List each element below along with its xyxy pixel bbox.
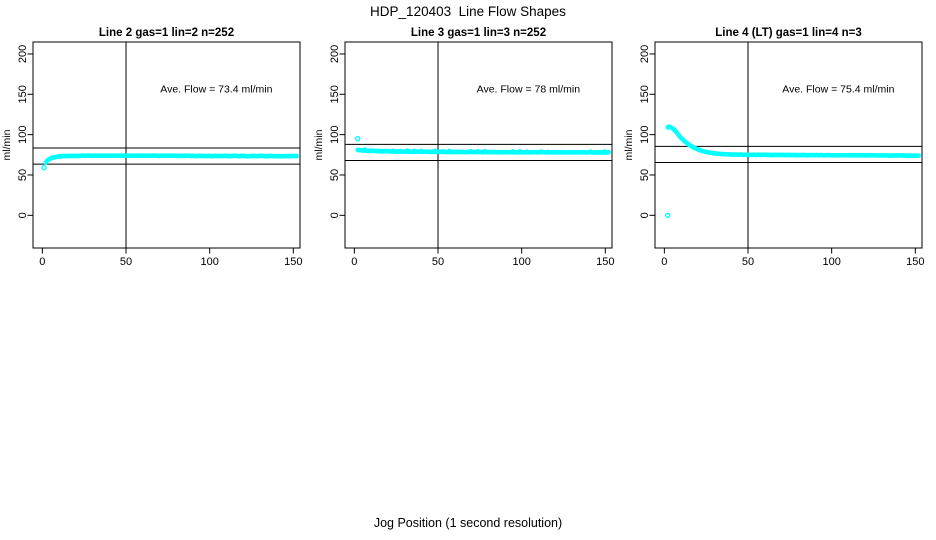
outlier-data-point xyxy=(41,164,47,171)
y-tick-label: 50 xyxy=(639,169,651,181)
y-tick-label: 150 xyxy=(17,85,29,103)
x-tick-label: 100 xyxy=(512,256,530,268)
plot-box xyxy=(32,41,301,249)
outlier-data-point xyxy=(354,135,361,142)
y-tick-label: 150 xyxy=(329,85,341,103)
y-tick-label: 100 xyxy=(17,125,29,143)
flow-panel-3: Line 4 (LT) gas=1 lin=4 n=3 0 50 100 150 0 50 1… xyxy=(622,20,932,280)
panel-title: Line 2 gas=1 lin=2 n=252 xyxy=(99,27,234,39)
flow-panel-1-plot: Line 2 gas=1 lin=2 n=252 0 50 100 150 0 50 100 1… xyxy=(1,27,302,268)
y-axis-label: ml/min xyxy=(313,129,325,160)
x-tick-label: 0 xyxy=(351,256,357,268)
ave-flow-annotation: Ave. Flow = 78 ml/min xyxy=(477,84,581,96)
flow-panel-2: Line 3 gas=1 lin=3 n=252 0 50 100 150 0 50 100 1… xyxy=(312,20,622,280)
data-point xyxy=(606,150,611,155)
x-tick-label: 50 xyxy=(742,256,754,268)
flow-panel-2-plot: Line 3 gas=1 lin=3 n=252 0 50 100 150 0 50 100 1… xyxy=(313,27,614,268)
y-tick-label: 200 xyxy=(17,45,29,63)
x-tick-label: 150 xyxy=(906,256,924,268)
x-axis-label: Jog Position (1 second resolution) xyxy=(373,516,563,530)
flow-panel-3-plot: Line 4 (LT) gas=1 lin=4 n=3 0 50 100 150 0 50 1… xyxy=(623,27,924,268)
y-tick-label: 0 xyxy=(639,212,651,218)
y-tick-label: 200 xyxy=(639,45,651,63)
x-tick-label: 50 xyxy=(120,256,132,268)
y-tick-label: 100 xyxy=(329,125,341,143)
x-tick-label: 100 xyxy=(822,256,840,268)
outlier-data-point xyxy=(664,212,671,219)
flow-panel-1: Line 2 gas=1 lin=2 n=252 0 50 100 150 0 50 100 1… xyxy=(0,20,310,280)
y-axis-label: ml/min xyxy=(623,129,635,160)
x-tick-label: 150 xyxy=(596,256,614,268)
panel-title: Line 3 gas=1 lin=3 n=252 xyxy=(411,27,546,39)
y-tick-label: 50 xyxy=(329,169,341,181)
plot-box xyxy=(654,41,923,249)
y-tick-label: 200 xyxy=(329,45,341,63)
y-tick-label: 50 xyxy=(17,169,29,181)
y-axis-label: ml/min xyxy=(1,129,13,160)
ave-flow-annotation: Ave. Flow = 73.4 ml/min xyxy=(160,84,272,96)
y-tick-label: 100 xyxy=(639,125,651,143)
x-tick-label: 150 xyxy=(284,256,302,268)
x-tick-label: 0 xyxy=(661,256,667,268)
y-tick-label: 0 xyxy=(17,212,29,218)
x-tick-label: 100 xyxy=(200,256,218,268)
chart-title: HDP_120403 Line Flow Shapes xyxy=(370,4,566,19)
y-tick-label: 150 xyxy=(639,85,651,103)
data-point xyxy=(294,153,299,159)
panel-title: Line 4 (LT) gas=1 lin=4 n=3 xyxy=(715,27,861,39)
ave-flow-annotation: Ave. Flow = 75.4 ml/min xyxy=(782,84,894,96)
plot-box xyxy=(344,41,613,249)
x-tick-label: 50 xyxy=(432,256,444,268)
x-tick-label: 0 xyxy=(39,256,45,268)
y-tick-label: 0 xyxy=(329,212,341,218)
data-point xyxy=(916,153,921,158)
